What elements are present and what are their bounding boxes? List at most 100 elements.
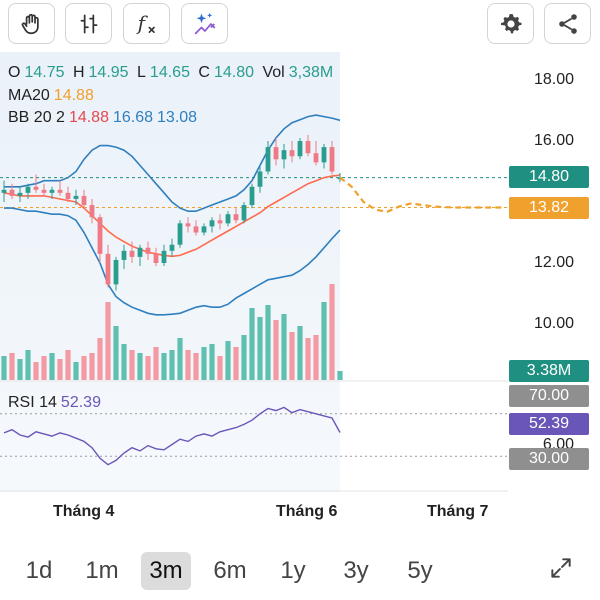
candle-body [265,147,271,172]
volume-bar [9,353,15,380]
bb-lower-value: 13.08 [157,109,198,126]
hand-tool-button[interactable] [8,3,55,44]
volume-bar [329,284,335,380]
share-button[interactable] [544,3,591,44]
price-axis-label: 10.00 [533,315,574,332]
volume-bar [121,344,127,380]
volume-bar [297,326,303,380]
volume-bar [33,362,39,380]
ma-label: MA20 [8,87,50,104]
high-value: 14.95 [88,64,129,81]
volume-bar [209,344,215,380]
candle-body [9,189,15,196]
last-price-badge: 14.80 [509,166,589,188]
low-value: 14.65 [149,64,190,81]
bb-label: BB 20 2 [8,109,65,126]
candle-body [153,253,159,263]
volume-bar [305,338,311,380]
hand-icon [19,11,45,37]
volume-bar [257,317,263,380]
candle-body [137,247,143,257]
candle-body [217,220,223,224]
bb-middle-value: 14.88 [68,109,109,126]
candle-body [97,217,103,254]
candle-body [33,186,39,190]
month-label: Tháng 4 [53,503,115,520]
high-label: H [72,64,85,81]
candle-body [257,171,263,187]
candle-body [249,186,255,206]
candle-body [89,205,95,218]
candle-body [313,153,319,163]
range-1m-button[interactable]: 1m [85,557,119,584]
month-label: Tháng 6 [276,503,338,520]
volume-bar [73,362,79,380]
volume-bar [65,350,71,380]
ohlc-legend: O 14.75 H 14.95 L 14.65 C 14.80 Vol 3,38M [8,64,337,82]
expand-icon [548,555,574,588]
bb-legend: BB 20 2 14.88 16.68 13.08 [8,109,201,127]
open-value: 14.75 [24,64,65,81]
ai-sparkle-icon [191,10,219,38]
candle-body [41,189,47,193]
target-price-badge: 13.82 [509,197,589,219]
price-axis-label: 12.00 [533,254,574,271]
range-5y-button[interactable]: 5y [407,557,433,584]
volume-bar [1,356,7,380]
close-value: 14.80 [213,64,255,81]
volume-bar [201,347,207,380]
candlestick-settings-button[interactable] [65,3,112,44]
volume-bar [25,350,31,380]
candle-body [65,192,71,199]
volume-bar [105,302,111,380]
candle-body [225,214,231,224]
volume-bar [81,356,87,380]
volume-bar [337,371,343,380]
range-selector: 1d 1m 3m 6m 1y 3y 5y [0,540,600,598]
history-background [0,52,340,492]
candle-body [185,223,191,227]
volume-bar [185,350,191,380]
volume-bar [137,353,143,380]
candlestick-settings-icon [76,11,102,37]
candle-body [57,189,63,193]
close-label: C [198,64,210,81]
volume-bar [233,347,239,380]
candle-body [73,195,79,199]
rsi-line [3,406,341,466]
candle-body [305,141,311,154]
ma-legend: MA20 14.88 [8,87,98,105]
ai-analysis-button[interactable] [181,3,228,44]
range-3y-button[interactable]: 3y [343,557,369,584]
price-chart[interactable] [0,0,600,550]
candle-body [233,214,239,221]
range-1d-button[interactable]: 1d [25,557,53,584]
volume-bar [57,359,63,380]
candle-body [121,250,127,260]
candle-body [289,150,295,157]
volume-bar [265,305,271,380]
rsi-value-badge: 52.39 [509,413,589,435]
range-6m-button[interactable]: 6m [213,557,247,584]
indicators-button[interactable]: f [123,3,170,44]
candle-body [241,205,247,221]
volume-bar [289,332,295,380]
price-axis-label: 16.00 [533,132,574,149]
forecast-line [339,176,505,213]
candle-body [321,147,327,163]
candle-body [201,226,207,233]
range-1y-button[interactable]: 1y [280,557,306,584]
volume-bar [89,353,95,380]
volume-bar [113,326,119,380]
volume-bar [225,341,231,380]
volume-bar [49,353,55,380]
candle-body [81,195,87,206]
candle-body [297,141,303,157]
range-3m-button[interactable]: 3m [141,552,191,590]
candle-body [25,186,31,193]
candle-body [49,189,55,193]
volume-bar [273,320,279,380]
volume-value: 3,38M [288,64,334,81]
settings-button[interactable] [487,3,534,44]
fullscreen-button[interactable] [536,552,586,590]
